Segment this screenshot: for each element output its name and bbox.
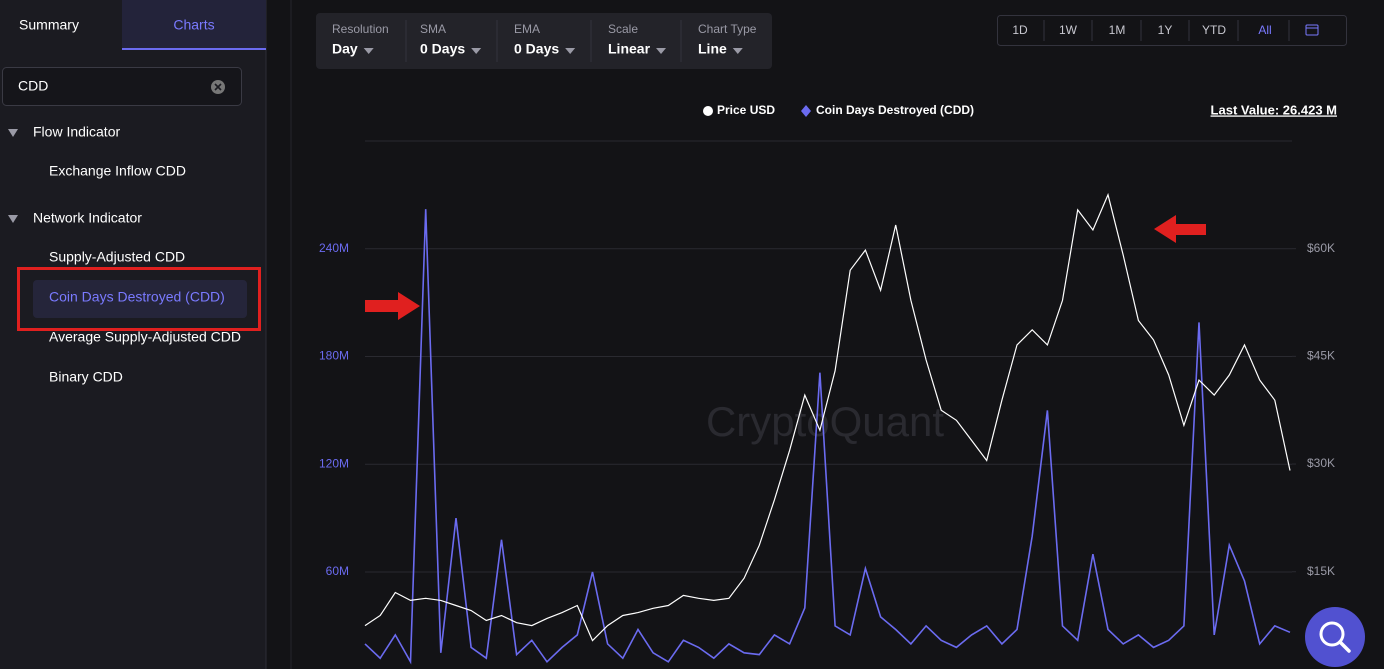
toolbar-value[interactable]: 0 Days <box>420 41 465 57</box>
search-icon <box>1319 621 1345 647</box>
tab[interactable]: Summary <box>19 17 79 33</box>
range-button[interactable]: 1D <box>1012 23 1028 37</box>
plot: 60M 120M 180M 240M $15K $30K $45K $60K <box>319 140 1335 665</box>
tree-item[interactable]: Average Supply-Adjusted CDD <box>49 329 241 345</box>
search-button[interactable] <box>1305 607 1365 667</box>
legend-swatch <box>801 105 811 117</box>
y-tick-label: 240M <box>319 241 349 255</box>
caret[interactable] <box>8 215 18 223</box>
highlight-box <box>17 267 261 331</box>
search-icon <box>1338 640 1351 653</box>
toolbar-value[interactable]: 0 Days <box>514 41 559 57</box>
legend-label[interactable]: Coin Days Destroyed (CDD) <box>816 103 974 117</box>
range-button[interactable]: 1W <box>1059 23 1078 37</box>
toolbar-groups: Resolution Day SMA 0 Days EMA 0 Days Scale Line… <box>332 20 757 62</box>
dropdown-caret <box>656 48 667 54</box>
legend-label[interactable]: Price USD <box>717 103 775 117</box>
y-tick-label: 60M <box>326 564 349 578</box>
range-button[interactable]: YTD <box>1202 23 1226 37</box>
dropdown-caret <box>471 48 482 54</box>
arrow <box>1154 215 1206 243</box>
last-value[interactable]: Last Value: 26.423 M <box>1211 102 1337 117</box>
y2-tick-label: $60K <box>1307 241 1335 255</box>
dropdown-caret <box>732 48 743 54</box>
toolbar-label: EMA <box>514 22 540 36</box>
calendar-icon[interactable] <box>1305 24 1319 36</box>
watermark: CryptoQuant <box>706 398 944 445</box>
clear-icon <box>214 83 222 91</box>
range-buttons: 1D 1W 1M 1Y YTD All <box>1012 20 1290 41</box>
toolbar-label: Resolution <box>332 22 389 36</box>
toolbar-value[interactable]: Day <box>332 41 358 57</box>
range-button[interactable]: 1M <box>1109 23 1126 37</box>
caret[interactable] <box>8 129 18 137</box>
tree-item[interactable]: Exchange Inflow CDD <box>49 163 186 179</box>
selected-bg <box>33 280 247 318</box>
series-line <box>364 192 1291 642</box>
y2-tick-label: $30K <box>1307 456 1335 470</box>
dropdown-caret <box>363 48 374 54</box>
toolbar-label: Scale <box>608 22 638 36</box>
range-button[interactable]: All <box>1258 23 1271 37</box>
series-line <box>364 209 1291 665</box>
toolbar-value[interactable]: Line <box>698 41 727 57</box>
arrow <box>365 292 420 320</box>
legend-swatch <box>703 106 713 116</box>
toolbar-label: SMA <box>420 22 446 36</box>
toolbar-label: Chart Type <box>698 22 757 36</box>
toolbar <box>316 13 772 69</box>
y-tick-label: 120M <box>319 456 349 470</box>
range-button[interactable]: 1Y <box>1158 23 1173 37</box>
search-text[interactable]: CDD <box>18 78 48 94</box>
y2-tick-label: $45K <box>1307 349 1335 363</box>
tree-item[interactable]: Binary CDD <box>49 369 123 385</box>
tree-group[interactable]: Flow Indicator <box>33 124 120 140</box>
tree-item[interactable]: Supply-Adjusted CDD <box>49 249 185 265</box>
tab[interactable]: Charts <box>173 17 214 33</box>
range-box <box>997 15 1347 46</box>
search-box[interactable] <box>2 67 242 106</box>
y-tick-label: 180M <box>319 349 349 363</box>
toolbar-value[interactable]: Linear <box>608 41 651 57</box>
y2-tick-label: $15K <box>1307 564 1335 578</box>
tree-group[interactable]: Network Indicator <box>33 210 142 226</box>
tree-item[interactable]: Coin Days Destroyed (CDD) <box>49 289 225 305</box>
tab-active-bg[interactable] <box>122 0 266 50</box>
dropdown-caret <box>565 48 576 54</box>
sidebar <box>0 0 266 669</box>
legend: Price USD Coin Days Destroyed (CDD) <box>703 103 974 117</box>
